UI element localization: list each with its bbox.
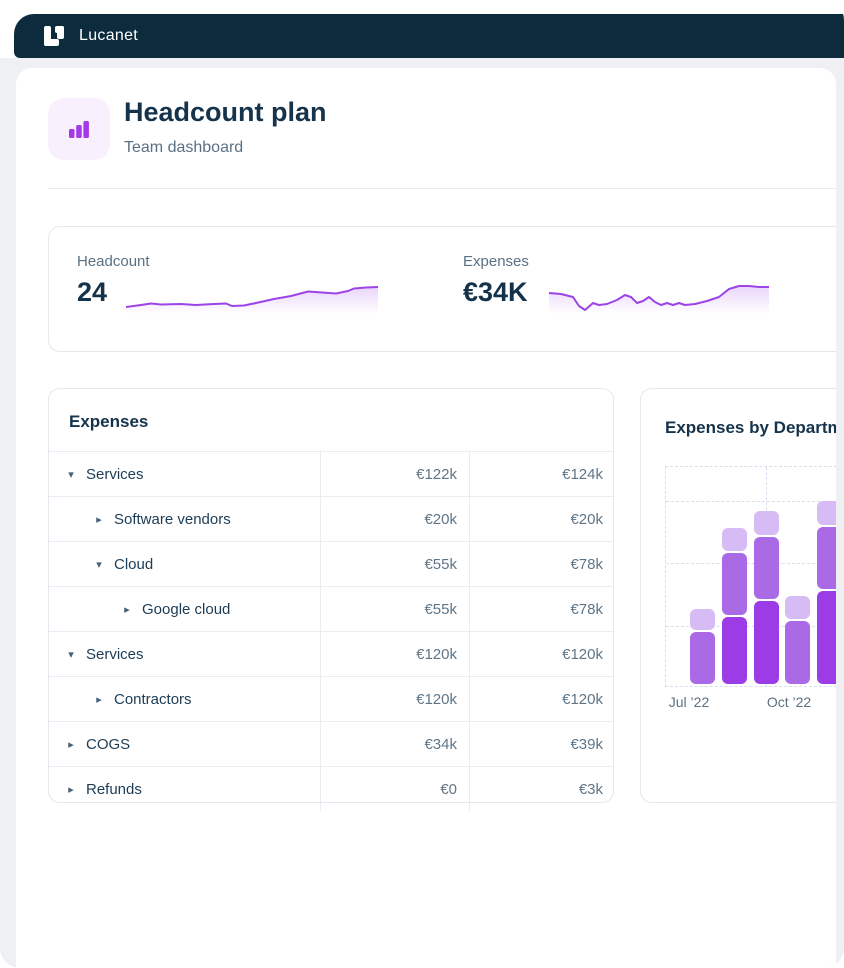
account-name-cell: ▸ Google cloud bbox=[49, 587, 320, 631]
bar-segment-mid[interactable] bbox=[754, 537, 779, 599]
bar-segment-light[interactable] bbox=[785, 596, 810, 619]
stacked-bar[interactable] bbox=[690, 609, 715, 684]
kpi-summary-card: Headcount 24 Expenses €34K bbox=[48, 226, 836, 352]
account-name-cell: ▾ Cloud bbox=[49, 542, 320, 586]
bar-segment-light[interactable] bbox=[817, 501, 836, 525]
lucanet-logo-icon bbox=[42, 24, 66, 48]
gridline bbox=[666, 563, 836, 564]
table-row[interactable]: ▸ Refunds €0 €3k bbox=[49, 766, 613, 811]
kpi-headcount-label: Headcount bbox=[77, 253, 150, 270]
stacked-bar[interactable] bbox=[817, 501, 836, 684]
page-title: Headcount plan bbox=[124, 97, 327, 127]
x-axis-label-jul: Jul ’22 bbox=[668, 694, 710, 710]
table-row[interactable]: ▾ Cloud €55k €78k bbox=[49, 541, 613, 586]
kpi-headcount-value: 24 bbox=[77, 277, 108, 307]
caret-right-icon[interactable]: ▸ bbox=[68, 738, 74, 751]
expenses-sparkline bbox=[549, 285, 769, 314]
kpi-expenses: Expenses €34K bbox=[463, 253, 529, 308]
account-name-cell: ▸ COGS bbox=[49, 722, 320, 766]
bar-segment-light[interactable] bbox=[690, 609, 715, 630]
caret-right-icon[interactable]: ▸ bbox=[96, 513, 102, 526]
expenses-table-title: Expenses bbox=[69, 412, 149, 431]
value-cell: €120k bbox=[320, 632, 469, 676]
table-row[interactable]: ▾ Services €122k €124k bbox=[49, 451, 613, 496]
table-row[interactable]: ▸ Contractors €120k €120k bbox=[49, 676, 613, 721]
kpi-headcount: Headcount 24 bbox=[77, 253, 150, 308]
account-name-cell: ▾ Services bbox=[49, 632, 320, 676]
value-cell: €55k bbox=[320, 587, 469, 631]
value-cell: €34k bbox=[320, 722, 469, 766]
account-name-label: Google cloud bbox=[142, 600, 231, 618]
bar-segment-dark[interactable] bbox=[754, 601, 779, 684]
caret-right-icon[interactable]: ▸ bbox=[124, 603, 130, 616]
account-name-label: Refunds bbox=[86, 780, 142, 798]
kpi-expenses-value: €34K bbox=[463, 277, 528, 307]
stacked-bar[interactable] bbox=[722, 528, 747, 684]
account-name-label: Services bbox=[86, 465, 144, 483]
table-row[interactable]: ▸ Software vendors €20k €20k bbox=[49, 496, 613, 541]
top-bar: Lucanet bbox=[14, 14, 844, 58]
value-cell: €78k bbox=[469, 587, 615, 631]
caret-down-icon[interactable]: ▾ bbox=[68, 468, 74, 481]
department-chart-card: Expenses by Department Jul ’22 Oct ’22 bbox=[640, 388, 836, 803]
account-name-cell: ▸ Refunds bbox=[49, 767, 320, 811]
gridline bbox=[666, 626, 836, 627]
value-cell: €3k bbox=[469, 767, 615, 811]
value-cell: €78k bbox=[469, 542, 615, 586]
kpi-expenses-label: Expenses bbox=[463, 253, 529, 270]
bar-segment-light[interactable] bbox=[722, 528, 747, 551]
account-name-cell: ▾ Services bbox=[49, 452, 320, 496]
header-divider bbox=[48, 188, 836, 189]
value-cell: €120k bbox=[469, 677, 615, 721]
bar-segment-mid[interactable] bbox=[722, 553, 747, 615]
value-cell: €120k bbox=[469, 632, 615, 676]
bars-container bbox=[666, 467, 836, 686]
caret-down-icon[interactable]: ▾ bbox=[96, 558, 102, 571]
department-chart-title: Expenses by Department bbox=[665, 418, 836, 437]
table-row[interactable]: ▸ COGS €34k €39k bbox=[49, 721, 613, 766]
account-name-label: Services bbox=[86, 645, 144, 663]
page-subtitle: Team dashboard bbox=[124, 139, 244, 156]
bar-segment-mid[interactable] bbox=[690, 632, 715, 684]
caret-down-icon[interactable]: ▾ bbox=[68, 648, 74, 661]
value-cell: €20k bbox=[469, 497, 615, 541]
table-row[interactable]: ▾ Services €120k €120k bbox=[49, 631, 613, 676]
table-row[interactable]: ▸ Google cloud €55k €78k bbox=[49, 586, 613, 631]
stacked-bar[interactable] bbox=[754, 511, 779, 684]
account-name-label: Cloud bbox=[114, 555, 154, 573]
value-cell: €0 bbox=[320, 767, 469, 811]
value-cell: €122k bbox=[320, 452, 469, 496]
value-cell: €124k bbox=[469, 452, 615, 496]
value-cell: €20k bbox=[320, 497, 469, 541]
bar-segment-light[interactable] bbox=[754, 511, 779, 535]
bar-segment-dark[interactable] bbox=[817, 591, 836, 684]
main-surface: Headcount plan Team dashboard Headcount … bbox=[16, 68, 836, 968]
department-chart-plot: Jul ’22 Oct ’22 bbox=[665, 466, 836, 710]
x-axis-label-oct: Oct ’22 bbox=[766, 694, 812, 710]
caret-right-icon[interactable]: ▸ bbox=[96, 693, 102, 706]
value-cell: €120k bbox=[320, 677, 469, 721]
bar-segment-dark[interactable] bbox=[722, 617, 747, 684]
dashboard-badge bbox=[48, 98, 110, 160]
gridline bbox=[666, 501, 836, 502]
value-cell: €39k bbox=[469, 722, 615, 766]
bar-segment-mid[interactable] bbox=[817, 527, 836, 589]
expenses-rows: ▾ Services €122k €124k ▸ Software vendors €20k… bbox=[49, 451, 613, 811]
value-cell: €55k bbox=[320, 542, 469, 586]
account-name-label: Software vendors bbox=[114, 510, 231, 528]
headcount-sparkline bbox=[126, 286, 378, 314]
account-name-cell: ▸ Contractors bbox=[49, 677, 320, 721]
stacked-bar[interactable] bbox=[785, 596, 810, 684]
account-name-cell: ▸ Software vendors bbox=[49, 497, 320, 541]
caret-right-icon[interactable]: ▸ bbox=[68, 783, 74, 796]
bar-segment-mid[interactable] bbox=[785, 621, 810, 684]
account-name-label: COGS bbox=[86, 735, 131, 753]
bar-chart-icon bbox=[64, 114, 94, 144]
account-name-label: Contractors bbox=[114, 690, 192, 708]
brand-name: Lucanet bbox=[79, 27, 139, 44]
expenses-table-card: Expenses ▾ Services €122k €124k ▸ Software ve… bbox=[48, 388, 614, 811]
